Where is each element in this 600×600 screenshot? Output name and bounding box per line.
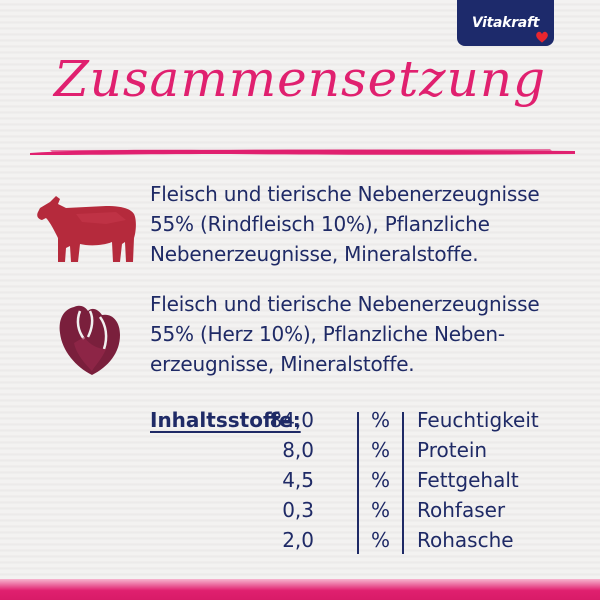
brand-logo-text: Vitakraft: [471, 15, 540, 31]
brand-logo: Vitakraft: [457, 0, 554, 46]
nutrient-name: Fettgehalt: [417, 468, 519, 492]
composition-beef: Fleisch und tierische Nebenerzeugnisse 5…: [150, 179, 590, 269]
nutrient-unit: %: [371, 498, 391, 522]
nutrient-unit: %: [371, 468, 391, 492]
cow-icon: [37, 196, 136, 262]
nutrient-name: Rohasche: [417, 528, 514, 552]
heart-logo-icon: [536, 31, 548, 43]
nutrient-name: Rohfaser: [417, 498, 506, 522]
nutrient-value: 8,0: [282, 438, 314, 462]
nutrient-unit: %: [371, 528, 391, 552]
table-row: 0,3 % Rohfaser: [150, 498, 550, 528]
table-row: 4,5 % Fettgehalt: [150, 468, 550, 498]
composition-line: Nebenerzeugnisse, Mineralstoffe.: [150, 242, 479, 266]
composition-line: 55% (Rindfleisch 10%), Pflanzliche: [150, 212, 490, 236]
nutrient-name: Feuchtigkeit: [417, 408, 539, 432]
nutrient-value: 84,0: [269, 408, 314, 432]
nutrient-unit: %: [371, 438, 391, 462]
composition-heart: Fleisch und tierische Nebenerzeugnisse 5…: [150, 289, 590, 379]
table-divider: [357, 412, 359, 554]
nutrient-value: 4,5: [282, 468, 314, 492]
table-row: 8,0 % Protein: [150, 438, 550, 468]
composition-line: Fleisch und tierische Nebenerzeugnisse: [150, 182, 540, 206]
table-row: 84,0 % Feuchtigkeit: [150, 408, 550, 438]
composition-line: erzeugnisse, Mineralstoffe.: [150, 352, 415, 376]
nutrient-value: 0,3: [282, 498, 314, 522]
nutrient-name: Protein: [417, 438, 488, 462]
nutrient-unit: %: [371, 408, 391, 432]
heart-organ-icon: [59, 305, 120, 375]
nutrient-table-label: Inhaltsstoffe:: [150, 408, 301, 432]
composition-line: Fleisch und tierische Nebenerzeugnisse: [150, 292, 540, 316]
nutrient-value: 2,0: [282, 528, 314, 552]
brush-divider: [30, 149, 575, 155]
page-title: Zusammensetzung: [53, 50, 547, 108]
table-row: 2,0 % Rohasche: [150, 528, 550, 558]
table-divider: [402, 412, 404, 554]
composition-line: 55% (Herz 10%), Pflanzliche Neben-: [150, 322, 505, 346]
bottom-accent-band: [0, 579, 600, 600]
